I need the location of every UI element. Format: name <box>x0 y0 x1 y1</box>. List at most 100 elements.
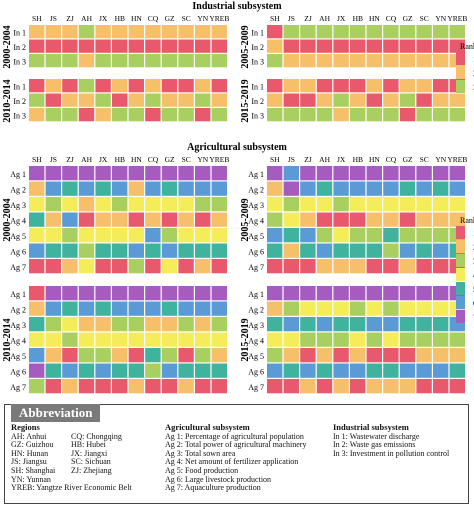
agricultural-cell <box>112 197 128 212</box>
agricultural-cell <box>112 228 128 243</box>
agricultural-cell <box>399 259 416 274</box>
industrial-column-label: SC <box>420 14 429 23</box>
agricultural-cell <box>178 286 194 301</box>
industrial-cell <box>366 108 382 122</box>
agricultural-row-label: Ag 1 <box>10 290 26 299</box>
agricultural-cell <box>95 197 111 212</box>
legend-swatch <box>456 254 465 267</box>
region-abbr: JX: Jiangxi <box>71 448 108 458</box>
agricultural-cell <box>145 363 161 378</box>
industrial-cell <box>316 54 333 68</box>
industrial-row-label: In 3 <box>251 111 264 120</box>
industrial-cell <box>45 25 61 39</box>
ind-item: In 1: Wastewater discharge <box>333 431 420 441</box>
industrial-column-label: JS <box>50 14 57 23</box>
agricultural-cell <box>399 181 416 196</box>
industrial-column-label: GZ <box>165 14 175 23</box>
industrial-column-label: SH <box>270 14 280 23</box>
agricultural-cell <box>267 166 283 181</box>
industrial-row-label: In 1 <box>251 28 264 37</box>
agricultural-cell <box>366 166 382 181</box>
agricultural-cell <box>195 363 211 378</box>
agricultural-cell <box>95 286 111 301</box>
agricultural-cell <box>449 363 465 378</box>
industrial-cell <box>95 39 111 53</box>
agricultural-row-label: Ag 6 <box>10 247 26 256</box>
agricultural-cell <box>178 166 194 181</box>
agricultural-cell <box>300 317 316 332</box>
industrial-cell <box>211 108 227 122</box>
industrial-title: Industrial subsystem <box>333 422 409 432</box>
period-label: 2005-2009 <box>240 198 251 241</box>
agricultural-cell <box>161 301 178 316</box>
agricultural-cell <box>333 212 349 227</box>
agricultural-cell <box>449 348 465 363</box>
agricultural-cell <box>78 317 95 332</box>
ind-item: In 3: Investment in pollution control <box>333 448 450 458</box>
industrial-cell <box>300 54 316 68</box>
agricultural-cell <box>95 181 111 196</box>
agricultural-cell <box>416 286 432 301</box>
agricultural-cell <box>45 243 61 258</box>
agricultural-cell <box>195 332 211 347</box>
agricultural-cell <box>112 212 128 227</box>
industrial-column-label: SC <box>182 14 191 23</box>
agricultural-column-label: AH <box>81 155 92 164</box>
agricultural-cell <box>62 243 78 258</box>
agricultural-cell <box>350 317 366 332</box>
region-abbr: HN: Hunan <box>11 448 49 458</box>
agricultural-cell <box>195 259 211 274</box>
agricultural-cell <box>350 228 366 243</box>
agricultural-cell <box>95 212 111 227</box>
agri-item: Ag 2: Total power of agricultural machin… <box>165 440 307 450</box>
industrial-cell <box>95 54 111 68</box>
industrial-cell <box>399 25 416 39</box>
industrial-cell <box>300 108 316 122</box>
agricultural-cell <box>29 379 45 394</box>
agricultural-cell <box>95 243 111 258</box>
agri-item: Ag 4: Net amount of fertilizer applicati… <box>165 457 299 467</box>
agricultural-cell <box>29 243 45 258</box>
agricultural-cell <box>333 301 349 316</box>
agricultural-cell <box>112 259 128 274</box>
industrial-cell <box>128 25 144 39</box>
agricultural-cell <box>283 379 299 394</box>
agricultural-cell <box>350 166 366 181</box>
agricultural-cell <box>145 197 161 212</box>
industrial-cell <box>433 79 449 93</box>
agricultural-cell <box>78 332 95 347</box>
industrial-column-label: ZJ <box>304 14 312 23</box>
agricultural-cell <box>45 348 61 363</box>
agricultural-cell <box>333 228 349 243</box>
industrial-cell <box>300 79 316 93</box>
agricultural-row-label: Ag 6 <box>248 367 264 376</box>
agricultural-row-label: Ag 3 <box>10 321 26 330</box>
agricultural-cell <box>350 301 366 316</box>
agricultural-row-label: Ag 5 <box>248 352 264 361</box>
industrial-cell <box>112 39 128 53</box>
agricultural-row-label: Ag 6 <box>10 367 26 376</box>
agricultural-cell <box>178 363 194 378</box>
industrial-cell <box>128 108 144 122</box>
industrial-cell <box>195 25 211 39</box>
agricultural-cell <box>333 286 349 301</box>
industrial-cell <box>416 54 432 68</box>
agricultural-cell <box>399 379 416 394</box>
agricultural-cell <box>195 181 211 196</box>
legend-title: Rank <box>460 42 474 51</box>
agricultural-cell <box>195 166 211 181</box>
industrial-cell <box>399 54 416 68</box>
agricultural-cell <box>178 301 194 316</box>
agricultural-cell <box>350 181 366 196</box>
period-label: 2015-2019 <box>240 79 251 122</box>
agricultural-cell <box>300 379 316 394</box>
industrial-cell <box>128 39 144 53</box>
industrial-cell <box>29 79 45 93</box>
agri-item: Ag 5: Food production <box>165 465 239 475</box>
industrial-cell <box>333 25 349 39</box>
agricultural-cell <box>300 286 316 301</box>
industrial-cell <box>112 79 128 93</box>
agricultural-cell <box>316 197 333 212</box>
agricultural-cell <box>29 286 45 301</box>
agricultural-cell <box>29 181 45 196</box>
